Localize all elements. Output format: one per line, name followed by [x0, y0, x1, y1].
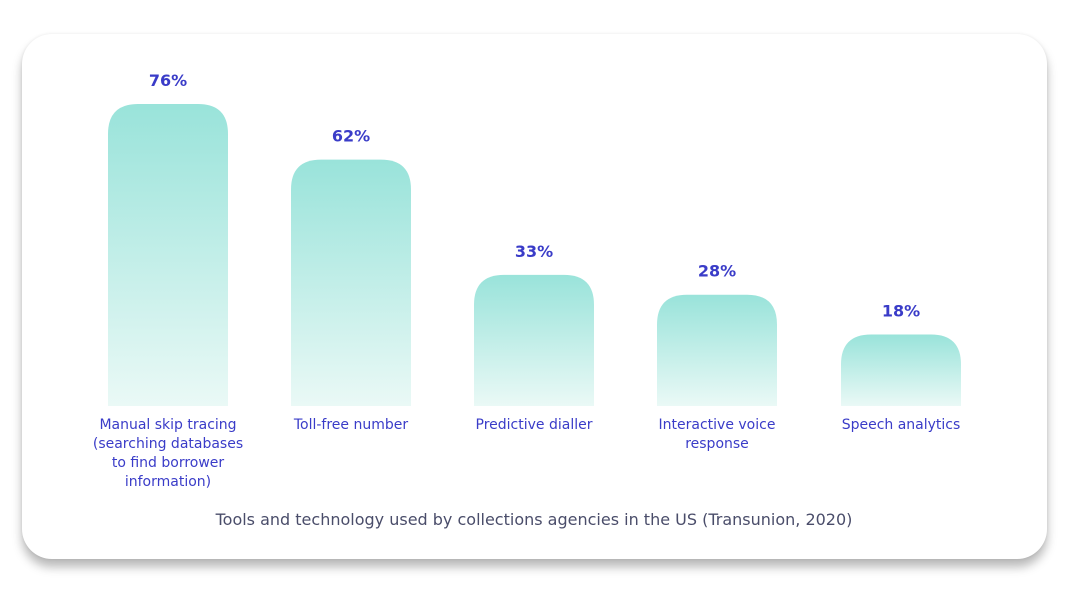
bar-3 — [474, 274, 594, 406]
bar-1 — [108, 104, 228, 406]
category-label-3: Predictive dialler — [476, 417, 593, 433]
category-label-1: Manual skip tracing (searching databases t… — [93, 417, 243, 490]
value-label-5: 18% — [882, 301, 920, 320]
category-label-5: Speech analytics — [842, 417, 961, 433]
category-label-4: Interactive voice response — [659, 417, 776, 452]
category-label-2: Toll-free number — [293, 417, 409, 433]
value-label-2: 62% — [332, 127, 370, 146]
value-label-3: 33% — [515, 242, 553, 261]
chart-caption: Tools and technology used by collections… — [215, 510, 853, 529]
bar-5 — [841, 334, 961, 406]
bar-2 — [291, 159, 411, 406]
bar-4 — [657, 294, 777, 406]
value-label-4: 28% — [698, 262, 736, 281]
value-label-1: 76% — [149, 71, 187, 90]
